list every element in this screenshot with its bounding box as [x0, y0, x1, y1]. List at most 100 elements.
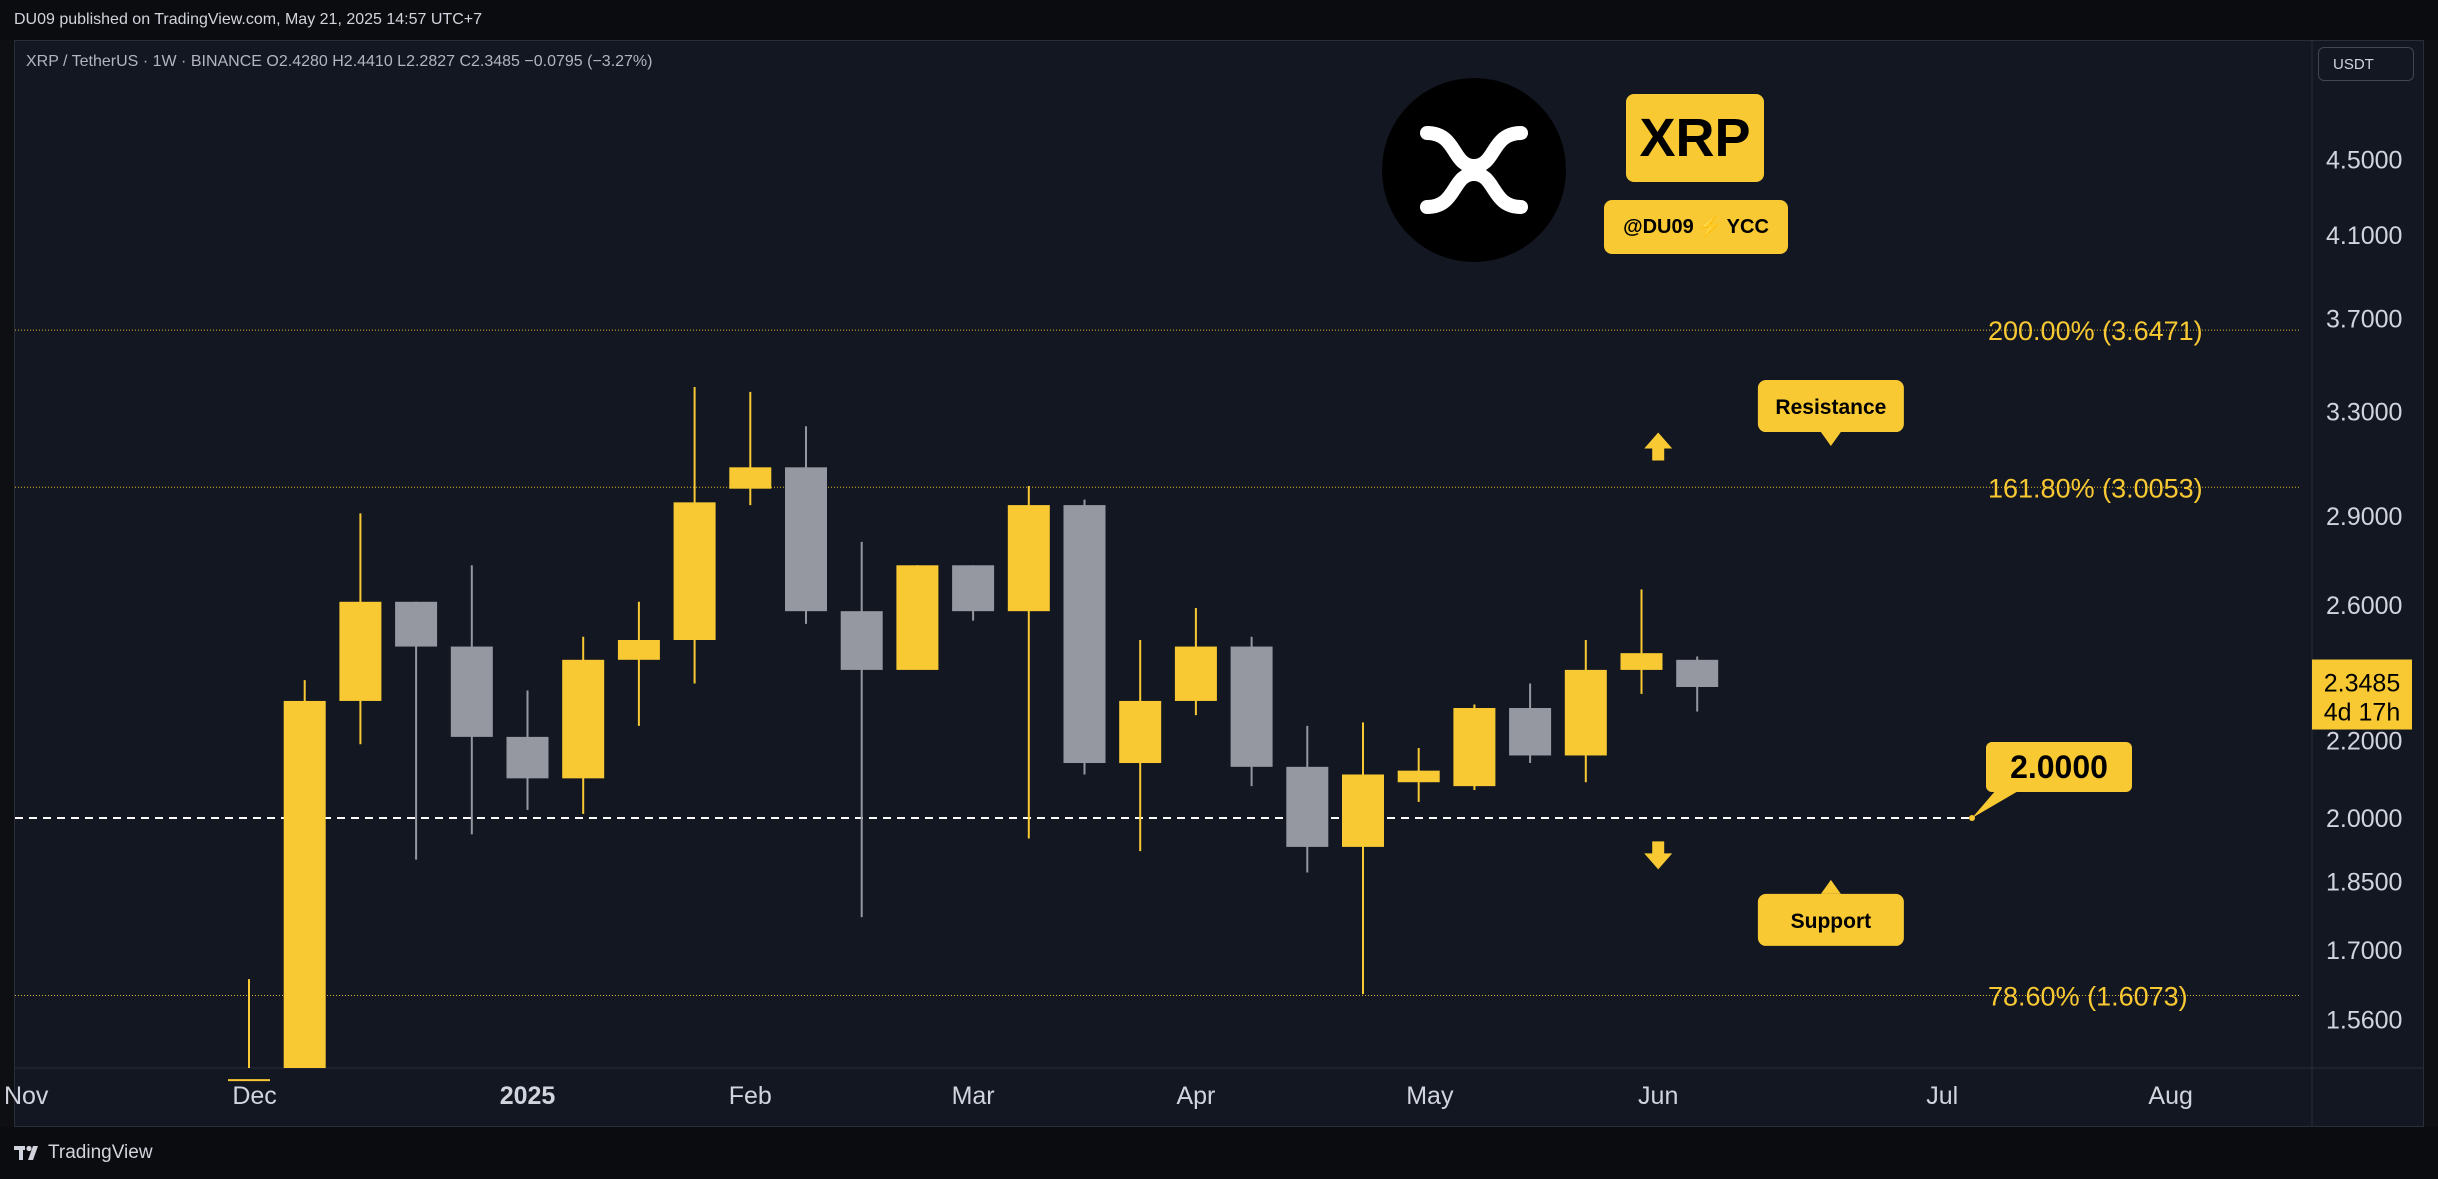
coin-badge: XRP: [1626, 94, 1764, 182]
candle-body: [1564, 669, 1607, 756]
candle-body: [1397, 770, 1440, 783]
y-tick-label: 2.9000: [2326, 503, 2402, 531]
last-price-value: 2.3485: [2324, 670, 2400, 698]
annotation-pointer: [1820, 432, 1841, 447]
candle[interactable]: [617, 601, 660, 726]
y-tick-label: 4.5000: [2326, 146, 2402, 174]
chart-frame[interactable]: [14, 40, 2424, 1127]
candle[interactable]: [840, 541, 883, 918]
tradingview-brand[interactable]: TradingView: [48, 1142, 153, 1163]
candle[interactable]: [729, 391, 772, 506]
candle[interactable]: [952, 565, 995, 621]
x-tick-label: Feb: [729, 1082, 772, 1110]
publish-info: DU09 published on TradingView.com, May 2…: [14, 11, 482, 28]
tradingview-logo-icon[interactable]: [14, 1143, 44, 1163]
candle[interactable]: [1453, 704, 1496, 791]
annotation-box: [1757, 893, 1904, 946]
candle-body: [228, 1079, 270, 1082]
y-tick-label: 2.6000: [2326, 592, 2402, 620]
fib-label: 200.00% (3.6471): [1988, 316, 2203, 346]
candle[interactable]: [785, 426, 827, 624]
handle-left: @DU09: [1623, 216, 1694, 238]
candle-body: [450, 646, 493, 737]
symbol-interval[interactable]: 1W: [152, 53, 177, 70]
publish-info-bar: DU09 published on TradingView.com, May 2…: [0, 0, 2438, 40]
candle[interactable]: [1063, 499, 1106, 775]
candle-body: [896, 565, 939, 670]
candle[interactable]: [1119, 640, 1162, 852]
candle-body: [1230, 646, 1273, 767]
candle-body: [729, 467, 772, 489]
bolt-icon: ⚡: [1697, 216, 1723, 238]
candle-body: [1620, 653, 1663, 670]
candle-body: [1119, 700, 1162, 764]
y-tick-label: 2.2000: [2326, 728, 2402, 756]
x-tick-label: Aug: [2148, 1082, 2192, 1110]
currency-selector[interactable]: USDT: [2318, 47, 2414, 81]
y-tick-label: 1.8500: [2326, 868, 2402, 896]
candle[interactable]: [1676, 656, 1719, 712]
candle[interactable]: [1397, 747, 1440, 802]
last-price-badge: [2312, 659, 2412, 730]
candle[interactable]: [1620, 589, 1663, 694]
candle[interactable]: [228, 979, 270, 1082]
candle-body: [840, 611, 883, 670]
candle-body: [1676, 659, 1719, 688]
candle[interactable]: [450, 565, 493, 835]
candle-body: [283, 700, 326, 1068]
annotation-pointer: [1820, 879, 1841, 894]
symbol-legend[interactable]: XRP / TetherUS · 1W · BINANCE O2.4280 H2…: [26, 53, 653, 70]
candle-body: [1453, 708, 1496, 787]
y-tick-label: 3.3000: [2326, 398, 2402, 426]
candle[interactable]: [1509, 683, 1552, 764]
level-anchor-point: [1969, 814, 1975, 821]
candle[interactable]: [1342, 722, 1384, 995]
candle[interactable]: [1230, 636, 1273, 787]
candle[interactable]: [562, 636, 605, 814]
y-tick-label: 4.1000: [2326, 222, 2402, 250]
candle[interactable]: [896, 565, 939, 670]
x-tick-label: Dec: [232, 1082, 276, 1110]
candle[interactable]: [339, 513, 382, 745]
symbol-pair[interactable]: XRP / TetherUS: [26, 53, 139, 70]
fib-label: 78.60% (1.6073): [1988, 981, 2188, 1011]
y-tick-label: 1.7000: [2326, 937, 2402, 965]
x-tick-label: 2025: [500, 1082, 556, 1110]
bar-countdown: 4d 17h: [2324, 699, 2400, 727]
x-tick-label: Mar: [952, 1082, 995, 1110]
x-tick-label: May: [1406, 1082, 1454, 1110]
x-tick-label: Jul: [1926, 1082, 1958, 1110]
candle[interactable]: [506, 690, 549, 810]
candle-body: [339, 601, 382, 701]
y-tick-label: 3.7000: [2326, 305, 2402, 333]
candle[interactable]: [1286, 725, 1329, 873]
annotation-label: Resistance: [1775, 396, 1886, 419]
candle[interactable]: [673, 387, 716, 684]
candle-body: [1174, 646, 1217, 701]
level-callout-pointer: [1972, 789, 2020, 818]
candle-body: [1063, 505, 1106, 764]
candle[interactable]: [283, 680, 326, 1068]
candle[interactable]: [1174, 608, 1217, 716]
candle-body: [673, 502, 716, 641]
candle-body: [785, 467, 827, 612]
candle[interactable]: [1007, 485, 1050, 839]
level-callout-label: 2.0000: [2010, 749, 2108, 785]
candle-body: [395, 601, 438, 647]
candle-body: [617, 640, 660, 660]
candle-body: [1007, 505, 1050, 612]
handle-right: YCC: [1726, 216, 1769, 238]
candle-body: [506, 736, 549, 779]
arrow-down-icon: [1644, 841, 1673, 870]
candle[interactable]: [395, 601, 438, 860]
candle[interactable]: [1564, 640, 1607, 783]
symbol-exchange: BINANCE: [190, 53, 262, 70]
xrp-logo-icon: [1420, 126, 1528, 214]
candle-body: [1342, 774, 1384, 847]
footer-bar: TradingView: [0, 1127, 2438, 1179]
fib-label: 161.80% (3.0053): [1988, 473, 2203, 503]
level-callout-box: [1986, 741, 2132, 792]
annotation-box: [1757, 380, 1904, 433]
